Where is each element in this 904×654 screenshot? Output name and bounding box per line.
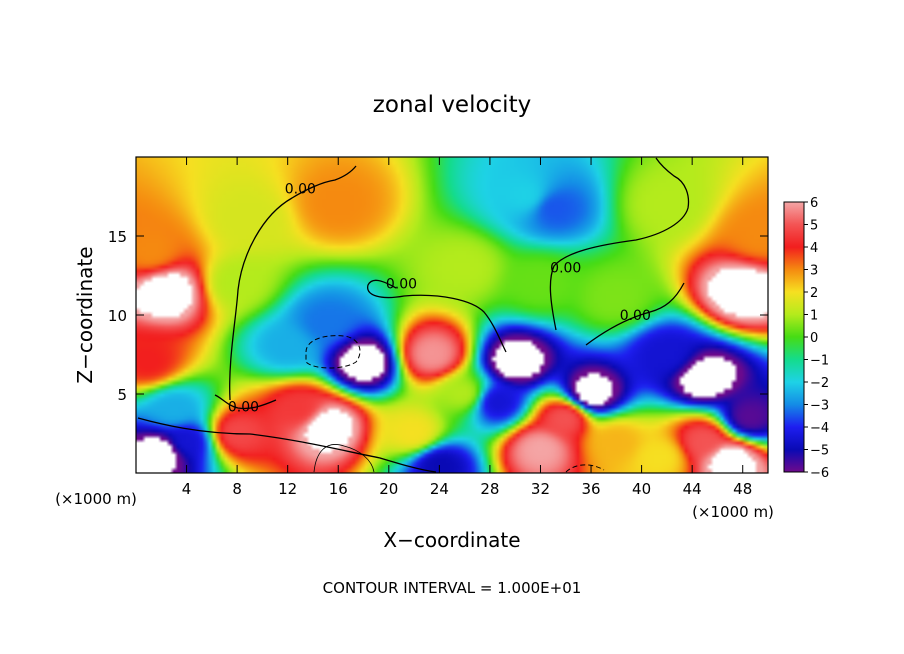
x-tick-label: 12 <box>278 480 297 498</box>
contour-labels: 0.00 0.00 0.00 0.00 0.00 <box>228 182 651 416</box>
x-tick-label: 40 <box>632 480 651 498</box>
dashed-contour-closed <box>305 335 361 369</box>
colorbar <box>783 201 805 473</box>
contour-label: 0.00 <box>550 261 581 277</box>
contour-label: 0.00 <box>386 276 417 292</box>
x-tick-label: 4 <box>182 480 192 498</box>
x-tick-label: 44 <box>683 480 702 498</box>
contour-label: 0.00 <box>228 400 259 416</box>
colorbar-tick-label: 0 <box>810 331 818 346</box>
dashed-contour-bottom <box>565 464 605 473</box>
colorbar-tick-label: 2 <box>810 286 818 301</box>
heatmap-image <box>136 157 768 473</box>
x-axis-unit-left: (×1000 m) <box>55 490 137 508</box>
zero-contour-upper-right <box>549 157 690 331</box>
colorbar-tick-label: −3 <box>810 399 829 414</box>
zero-contour-middle <box>367 279 507 353</box>
x-tick-label: 48 <box>733 480 752 498</box>
colorbar-tick-label: 1 <box>810 309 818 324</box>
colorbar-tick-label: 5 <box>810 219 818 234</box>
thin-contours <box>313 444 375 473</box>
dashed-contours <box>305 335 605 473</box>
colorbar-tick-label: −5 <box>810 444 829 459</box>
x-axis-label: X−coordinate <box>383 528 520 552</box>
x-tick-label: 16 <box>329 480 348 498</box>
colorbar-tick-label: −2 <box>810 376 829 391</box>
x-tick-label: 32 <box>531 480 550 498</box>
contour-interval-note: CONTOUR INTERVAL = 1.000E+01 <box>323 579 582 597</box>
contour-label: 0.00 <box>620 308 651 324</box>
x-axis: 4 8 12 16 20 24 28 32 36 40 44 48 <box>182 157 752 498</box>
zero-contour-lower-band <box>137 417 437 473</box>
x-tick-label: 20 <box>379 480 398 498</box>
y-tick-label: 5 <box>117 386 127 404</box>
x-tick-label: 36 <box>581 480 600 498</box>
x-axis-unit-right: (×1000 m) <box>692 503 774 521</box>
y-axis: 5 10 15 <box>108 228 768 404</box>
zero-contour-right <box>585 282 685 346</box>
colorbar-tick-label: −1 <box>810 354 829 369</box>
zero-contour-lower-left <box>214 394 277 410</box>
heatmap-field <box>136 157 768 473</box>
thin-contour-bottom <box>313 444 375 473</box>
zero-contour-upper-left <box>229 165 357 401</box>
y-axis-label: Z−coordinate <box>73 246 97 383</box>
colorbar-tick-label: −4 <box>810 421 829 436</box>
y-tick-label: 10 <box>108 307 127 325</box>
x-tick-label: 24 <box>430 480 449 498</box>
zero-contours <box>137 157 690 473</box>
y-tick-label: 15 <box>108 228 127 246</box>
x-tick-label: 28 <box>480 480 499 498</box>
colorbar-tick-label: 4 <box>810 241 818 256</box>
colorbar-tick-label: 6 <box>810 196 818 211</box>
x-tick-label: 8 <box>232 480 242 498</box>
chart-title: zonal velocity <box>373 92 531 118</box>
colorbar-ticks: 6 5 4 3 2 1 0 −1 −2 −3 −4 −5 −6 <box>804 196 829 481</box>
contour-label: 0.00 <box>285 182 316 198</box>
colorbar-tick-label: 3 <box>810 264 818 279</box>
colorbar-tick-label: −6 <box>810 466 829 481</box>
